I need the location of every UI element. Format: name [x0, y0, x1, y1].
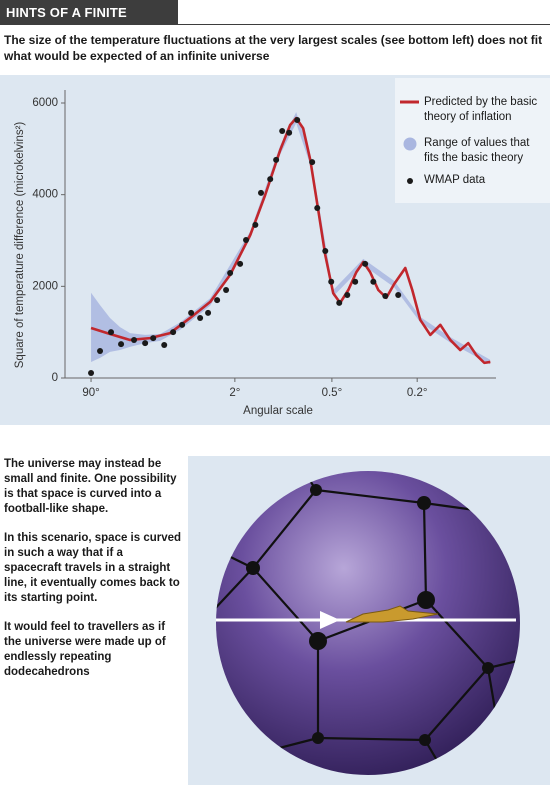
wmap-point [309, 159, 316, 166]
wmap-point [352, 278, 359, 285]
x-tick-label: 0.2° [407, 387, 428, 399]
wmap-point [322, 248, 329, 255]
chart-panel: Square of temperature difference (microk… [0, 75, 550, 425]
y-tick-label: 2000 [32, 280, 58, 292]
wmap-point [142, 340, 149, 347]
wmap-point [88, 369, 95, 376]
dodecahedron-vertices [246, 484, 494, 746]
x-tick-label: 0.5° [322, 387, 343, 399]
wmap-point [150, 335, 157, 342]
wmap-point [179, 321, 186, 328]
wmap-point [267, 176, 274, 183]
wmap-point [344, 292, 351, 299]
wmap-point [286, 129, 293, 136]
wmap-point [227, 270, 234, 277]
wmap-point [243, 237, 250, 244]
y-tick-label: 4000 [32, 189, 58, 201]
wmap-point [257, 189, 264, 196]
wmap-point [370, 278, 377, 285]
legend-swatch [407, 178, 413, 184]
wmap-point [395, 292, 402, 299]
wmap-point [252, 221, 259, 228]
y-tick-label: 0 [52, 372, 58, 384]
spacecraft [345, 605, 439, 623]
wmap-point [279, 127, 286, 134]
wmap-point [362, 260, 369, 267]
wmap-point [336, 299, 343, 306]
wmap-point [237, 260, 244, 267]
x-axis-label: Angular scale [243, 405, 313, 417]
wmap-point [205, 309, 212, 316]
wmap-point [273, 156, 280, 163]
paragraph: The universe may instead be small and fi… [4, 458, 177, 515]
x-tick-label: 90° [82, 387, 99, 399]
paragraph: In this scenario, space is curved in suc… [4, 532, 182, 604]
wmap-point [131, 336, 138, 343]
wmap-point [294, 116, 301, 123]
trajectory-arrow [320, 611, 340, 629]
wmap-point [108, 329, 115, 336]
x-tick-label: 2° [229, 387, 240, 399]
wmap-point [118, 341, 125, 348]
legend-label: WMAP data [424, 174, 486, 186]
header-title: HINTS OF A FINITE UNIVERSE [0, 0, 178, 45]
subtitle: The size of the temperature fluctuations… [4, 33, 543, 63]
legend-swatch [403, 137, 417, 151]
y-axis-label: Square of temperature difference (microk… [14, 122, 26, 369]
dodecahedron-illustration [188, 456, 550, 785]
wmap-point [382, 292, 389, 299]
legend-box [395, 78, 550, 203]
wmap-point [170, 329, 177, 336]
wmap-point [161, 342, 168, 348]
y-tick-label: 6000 [32, 97, 58, 109]
chart: Square of temperature difference (microk… [14, 78, 550, 417]
paragraph: It would feel to travellers as if the un… [4, 621, 166, 678]
body-text: The universe may instead be small and fi… [4, 457, 182, 694]
wmap-point [197, 314, 204, 321]
wmap-point [97, 347, 104, 354]
wmap-point [188, 309, 195, 316]
wmap-point [328, 278, 335, 285]
wmap-point [214, 297, 221, 304]
header-rule [0, 24, 550, 25]
legend-label: Predicted by the basic theory of inflati… [424, 96, 538, 123]
legend-label: Range of values that fits the basic theo… [424, 137, 530, 164]
wmap-point [314, 204, 321, 211]
wmap-point [223, 287, 230, 293]
